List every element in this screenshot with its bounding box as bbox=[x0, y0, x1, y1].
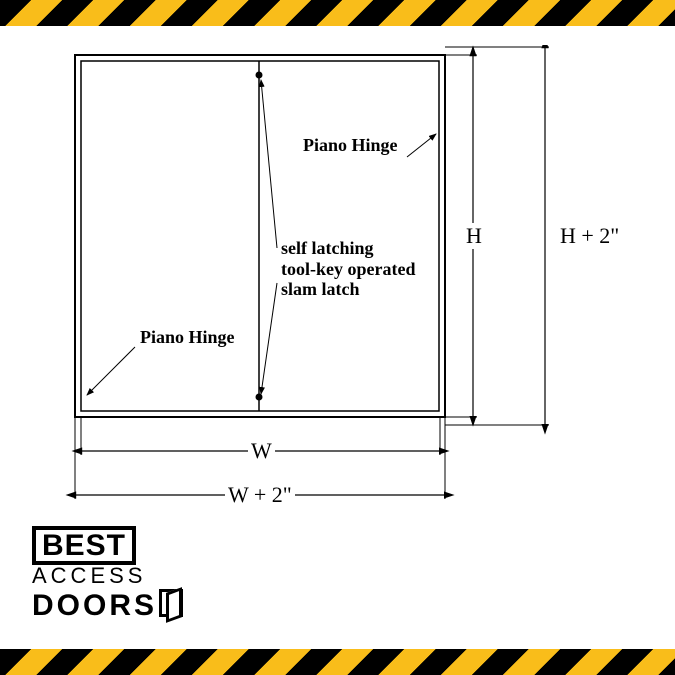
logo-line-3: DOORS bbox=[32, 589, 183, 619]
leader-latch-bottom bbox=[261, 283, 277, 394]
dim-label-w: W bbox=[248, 438, 275, 464]
dim-label-h2: H + 2" bbox=[557, 223, 622, 249]
logo-line-1: BEST bbox=[32, 526, 136, 566]
leader-latch-top bbox=[261, 80, 277, 248]
logo-line-2: ACCESS bbox=[32, 563, 183, 589]
brand-logo: BEST ACCESS DOORS bbox=[32, 526, 183, 620]
hazard-stripe-top bbox=[0, 0, 675, 26]
label-slam-latch: self latching tool-key operated slam lat… bbox=[281, 238, 415, 300]
panel-inner bbox=[81, 61, 439, 411]
latch-bottom bbox=[256, 394, 263, 401]
leader-hinge-left bbox=[87, 347, 135, 395]
dim-label-w2: W + 2" bbox=[225, 482, 295, 508]
latch-top bbox=[256, 72, 263, 79]
leader-hinge-right bbox=[407, 134, 436, 157]
door-icon bbox=[159, 589, 183, 617]
label-piano-hinge-right: Piano Hinge bbox=[303, 135, 398, 156]
panel-outer bbox=[75, 55, 445, 417]
label-piano-hinge-left: Piano Hinge bbox=[140, 327, 235, 348]
hazard-stripe-bottom bbox=[0, 649, 675, 675]
technical-diagram: Piano Hinge Piano Hinge self latching to… bbox=[45, 45, 605, 535]
dim-label-h: H bbox=[463, 223, 485, 249]
